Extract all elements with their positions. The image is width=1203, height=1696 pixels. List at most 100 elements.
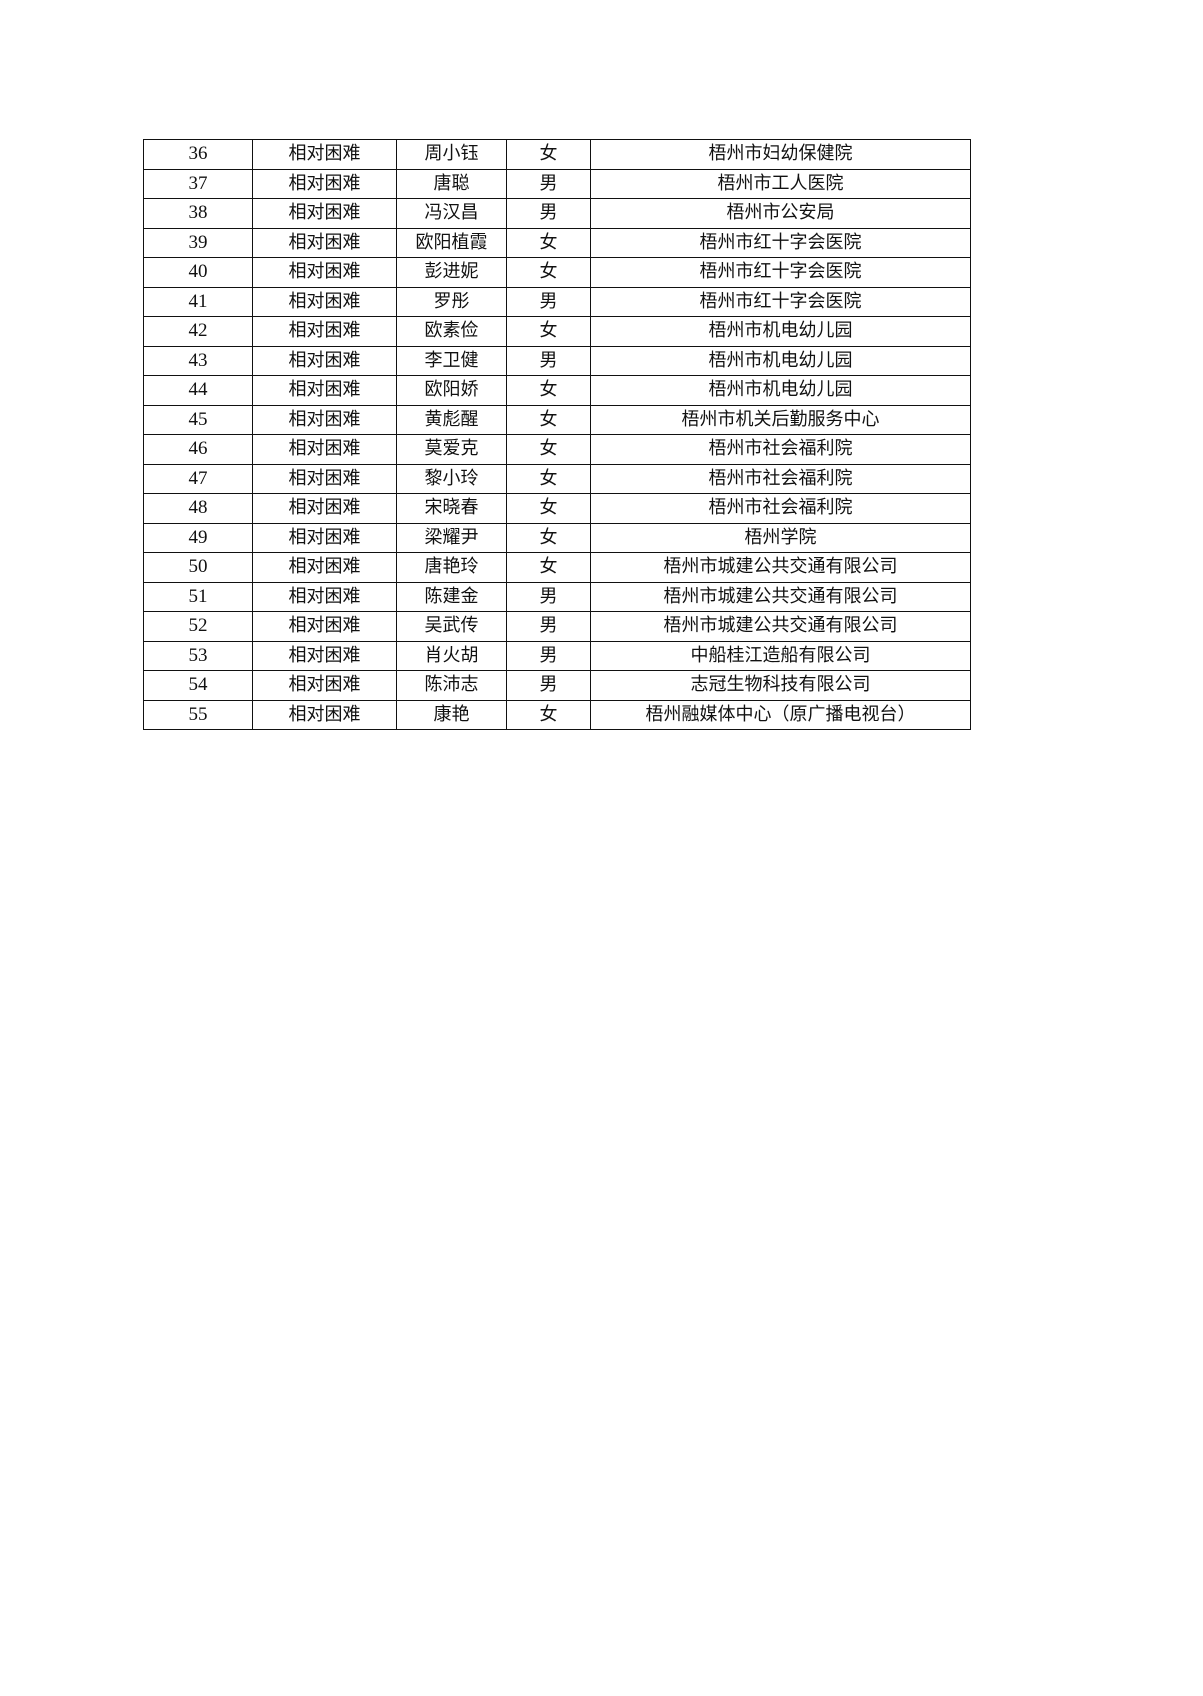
gender-cell: 男 — [506, 670, 591, 701]
name-cell: 康艳 — [396, 699, 507, 730]
gender-cell: 女 — [506, 257, 591, 288]
table-row: 48 相对困难 宋晓春女梧州市社会福利院 — [143, 493, 971, 524]
table-row: 45 相对困难 黄彪醒女梧州市机关后勤服务中心 — [143, 404, 971, 435]
row-number: 54 — [143, 670, 253, 701]
category-cell: 相对困难 — [252, 434, 397, 465]
name-cell: 黎小玲 — [396, 463, 507, 494]
unit-cell: 中船桂江造船有限公司 — [590, 640, 971, 671]
name-cell: 唐艳玲 — [396, 552, 507, 583]
table-row: 41 相对困难 罗彤男梧州市红十字会医院 — [143, 286, 971, 317]
name-cell: 唐聪 — [396, 168, 507, 199]
unit-cell: 梧州市机电幼儿园 — [590, 316, 971, 347]
row-number: 49 — [143, 522, 253, 553]
row-number: 43 — [143, 345, 253, 376]
category-cell: 相对困难 — [252, 286, 397, 317]
table-row: 50 相对困难 唐艳玲女梧州市城建公共交通有限公司 — [143, 552, 971, 583]
table-row: 46 相对困难 莫爱克女梧州市社会福利院 — [143, 434, 971, 465]
name-cell: 李卫健 — [396, 345, 507, 376]
table-row: 51 相对困难 陈建金男梧州市城建公共交通有限公司 — [143, 581, 971, 612]
category-cell: 相对困难 — [252, 493, 397, 524]
unit-cell: 梧州市工人医院 — [590, 168, 971, 199]
name-cell: 欧素俭 — [396, 316, 507, 347]
table-row: 52 相对困难 吴武传男梧州市城建公共交通有限公司 — [143, 611, 971, 642]
category-cell: 相对困难 — [252, 404, 397, 435]
unit-cell: 梧州市机电幼儿园 — [590, 345, 971, 376]
gender-cell: 女 — [506, 522, 591, 553]
row-number: 51 — [143, 581, 253, 612]
table-row: 44 相对困难 欧阳娇女梧州市机电幼儿园 — [143, 375, 971, 406]
gender-cell: 女 — [506, 463, 591, 494]
name-cell: 肖火胡 — [396, 640, 507, 671]
table-row: 47 相对困难 黎小玲女梧州市社会福利院 — [143, 463, 971, 494]
gender-cell: 男 — [506, 345, 591, 376]
name-cell: 梁耀尹 — [396, 522, 507, 553]
name-cell: 吴武传 — [396, 611, 507, 642]
name-cell: 黄彪醒 — [396, 404, 507, 435]
gender-cell: 男 — [506, 168, 591, 199]
gender-cell: 女 — [506, 375, 591, 406]
row-number: 44 — [143, 375, 253, 406]
row-number: 47 — [143, 463, 253, 494]
unit-cell: 梧州市社会福利院 — [590, 434, 971, 465]
unit-cell: 梧州市公安局 — [590, 198, 971, 229]
name-cell: 陈沛志 — [396, 670, 507, 701]
name-cell: 欧阳娇 — [396, 375, 507, 406]
gender-cell: 男 — [506, 286, 591, 317]
table-row: 36 相对困难 周小钰女梧州市妇幼保健院 — [143, 139, 971, 170]
category-cell: 相对困难 — [252, 198, 397, 229]
table-row: 54 相对困难 陈沛志男志冠生物科技有限公司 — [143, 670, 971, 701]
category-cell: 相对困难 — [252, 552, 397, 583]
gender-cell: 男 — [506, 581, 591, 612]
row-number: 50 — [143, 552, 253, 583]
table-row: 55 相对困难 康艳女梧州融媒体中心（原广播电视台） — [143, 699, 971, 730]
recipient-table: 36 相对困难 周小钰女梧州市妇幼保健院 37 相对困难 唐聪男梧州市工人医院 38 相对困难… — [143, 139, 971, 730]
category-cell: 相对困难 — [252, 522, 397, 553]
table-row: 37 相对困难 唐聪男梧州市工人医院 — [143, 168, 971, 199]
unit-cell: 梧州市妇幼保健院 — [590, 139, 971, 170]
gender-cell: 男 — [506, 611, 591, 642]
table-row: 42 相对困难 欧素俭女梧州市机电幼儿园 — [143, 316, 971, 347]
unit-cell: 梧州市红十字会医院 — [590, 257, 971, 288]
name-cell: 彭进妮 — [396, 257, 507, 288]
unit-cell: 梧州市城建公共交通有限公司 — [590, 552, 971, 583]
gender-cell: 女 — [506, 552, 591, 583]
unit-cell: 梧州融媒体中心（原广播电视台） — [590, 699, 971, 730]
gender-cell: 男 — [506, 640, 591, 671]
row-number: 46 — [143, 434, 253, 465]
category-cell: 相对困难 — [252, 699, 397, 730]
category-cell: 相对困难 — [252, 463, 397, 494]
unit-cell: 志冠生物科技有限公司 — [590, 670, 971, 701]
gender-cell: 女 — [506, 404, 591, 435]
category-cell: 相对困难 — [252, 257, 397, 288]
row-number: 41 — [143, 286, 253, 317]
row-number: 55 — [143, 699, 253, 730]
unit-cell: 梧州市城建公共交通有限公司 — [590, 611, 971, 642]
row-number: 48 — [143, 493, 253, 524]
row-number: 36 — [143, 139, 253, 170]
name-cell: 欧阳植霞 — [396, 227, 507, 258]
row-number: 52 — [143, 611, 253, 642]
unit-cell: 梧州市机关后勤服务中心 — [590, 404, 971, 435]
name-cell: 陈建金 — [396, 581, 507, 612]
name-cell: 莫爱克 — [396, 434, 507, 465]
category-cell: 相对困难 — [252, 375, 397, 406]
row-number: 53 — [143, 640, 253, 671]
category-cell: 相对困难 — [252, 611, 397, 642]
table-row: 40 相对困难 彭进妮女梧州市红十字会医院 — [143, 257, 971, 288]
row-number: 40 — [143, 257, 253, 288]
category-cell: 相对困难 — [252, 345, 397, 376]
table-row: 39 相对困难 欧阳植霞女梧州市红十字会医院 — [143, 227, 971, 258]
category-cell: 相对困难 — [252, 227, 397, 258]
gender-cell: 女 — [506, 316, 591, 347]
table-body: 36 相对困难 周小钰女梧州市妇幼保健院 37 相对困难 唐聪男梧州市工人医院 38 相对困难… — [143, 139, 971, 730]
unit-cell: 梧州市社会福利院 — [590, 493, 971, 524]
gender-cell: 女 — [506, 434, 591, 465]
table-row: 43 相对困难 李卫健男梧州市机电幼儿园 — [143, 345, 971, 376]
table-row: 49 相对困难 梁耀尹女梧州学院 — [143, 522, 971, 553]
table-row: 53 相对困难 肖火胡男中船桂江造船有限公司 — [143, 640, 971, 671]
name-cell: 宋晓春 — [396, 493, 507, 524]
category-cell: 相对困难 — [252, 168, 397, 199]
gender-cell: 女 — [506, 227, 591, 258]
row-number: 39 — [143, 227, 253, 258]
category-cell: 相对困难 — [252, 316, 397, 347]
